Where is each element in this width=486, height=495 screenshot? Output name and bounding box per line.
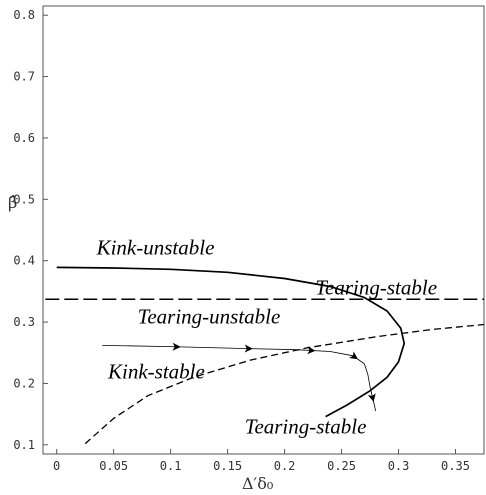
series	[45, 266, 485, 445]
y-tick-label: 0.5	[13, 192, 35, 206]
x-tick-label: 0.2	[274, 459, 296, 473]
x-axis-title: Δ′δ₀	[242, 474, 273, 493]
series-line-thin-arrowed	[102, 345, 377, 412]
region-labels: Kink-unstable Tearing-stable Tearing-unsta…	[96, 236, 437, 439]
x-tick-label: 0.1	[160, 459, 182, 473]
series-line-dash	[84, 323, 485, 445]
trajectory-arrow	[244, 344, 253, 353]
y-tick-label: 0.8	[13, 8, 35, 22]
trajectory-arrow	[367, 393, 376, 402]
y-tick-label: 0.6	[13, 131, 35, 145]
y-tick-label: 0.2	[13, 376, 35, 390]
plot-frame	[42, 5, 485, 455]
trajectory-arrow	[349, 351, 358, 360]
x-tick-label: 0	[53, 459, 60, 473]
region-label: Kink-stable	[107, 360, 205, 384]
region-label: Kink-unstable	[96, 236, 215, 260]
trajectory-arrow	[307, 346, 316, 355]
y-tick-label: 0.3	[13, 315, 35, 329]
region-label: Tearing-unstable	[138, 304, 281, 328]
ticks: 0 0.05 0.1 0.15 0.2 0.25 0.3 0.35 0.1 0.2 0.3 0.4 0.…	[13, 8, 470, 473]
series-line-solid	[56, 266, 406, 418]
arrows	[172, 342, 376, 402]
y-tick-label: 0.7	[13, 70, 35, 84]
y-axis-title: β̂	[8, 193, 17, 212]
x-tick-label: 0.05	[99, 459, 128, 473]
trajectory-arrow	[172, 342, 181, 351]
x-tick-label: 0.25	[327, 459, 356, 473]
y-tick-label: 0.4	[13, 254, 35, 268]
x-tick-label: 0.3	[388, 459, 410, 473]
x-tick-label: 0.15	[213, 459, 242, 473]
y-tick-label: 0.1	[13, 438, 35, 452]
region-label: Tearing-stable	[245, 415, 367, 439]
x-tick-label: 0.35	[441, 459, 470, 473]
region-label: Tearing-stable	[315, 275, 437, 299]
